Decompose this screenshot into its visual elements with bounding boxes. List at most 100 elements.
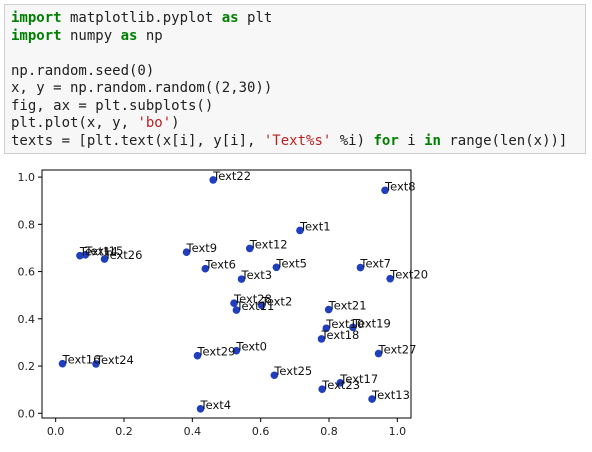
code-token: np.random.seed(0) <box>11 62 155 79</box>
point-label: Text6 <box>204 258 236 272</box>
data-point <box>237 275 246 283</box>
point-label: Text1 <box>299 219 331 233</box>
code-line: import numpy as np <box>11 28 579 46</box>
x-tick-label: 0.6 <box>252 425 270 438</box>
code-token: for <box>373 132 399 149</box>
point-label: Text21 <box>328 299 367 313</box>
point-label: Text19 <box>352 316 391 330</box>
code-cell[interactable]: import matplotlib.pyplot as plt import nu… <box>4 4 586 154</box>
data-point <box>386 274 394 283</box>
code-token: ) <box>171 115 180 131</box>
code-token: numpy <box>61 27 121 44</box>
point-label: Text16 <box>62 353 101 367</box>
plot-output: 0.0 0.2 0.4 0.6 0.8 1.0 0.0 0.2 0.4 0.6 0.8 1.0 Text… <box>0 160 592 448</box>
data-point <box>296 226 304 235</box>
data-point <box>381 186 389 195</box>
data-point <box>196 404 205 413</box>
data-point <box>232 346 241 355</box>
data-point <box>356 263 365 272</box>
point-label: Text14 <box>79 245 118 259</box>
code-token: plt <box>238 10 273 26</box>
data-point <box>257 301 266 310</box>
x-tick-label: 0.4 <box>184 425 202 438</box>
code-token: np <box>137 27 163 44</box>
y-tick-label: 0.8 <box>18 218 36 231</box>
point-label: Text18 <box>320 328 359 342</box>
point-label: Text20 <box>389 268 428 282</box>
data-point <box>336 379 345 387</box>
point-label: Text28 <box>233 292 272 306</box>
point-label: Text17 <box>339 372 378 386</box>
point-label: Text3 <box>241 268 273 282</box>
point-label: Text12 <box>249 237 288 251</box>
y-tick-label: 0.4 <box>18 313 36 326</box>
point-label: Text26 <box>104 248 143 262</box>
data-point <box>100 255 109 263</box>
code-token: as <box>120 27 138 44</box>
point-label: Text25 <box>273 364 312 378</box>
data-point <box>272 263 281 272</box>
code-token: matplotlib.pyplot <box>61 10 222 26</box>
code-token: plt.plot(x, y, <box>11 115 138 131</box>
code-token: texts = [plt.text(x[i], y[i], <box>11 132 264 149</box>
code-token: %i) <box>331 132 374 149</box>
y-tick-label: 0.6 <box>18 266 36 279</box>
point-label: Text7 <box>359 257 391 271</box>
plot-area <box>41 169 412 419</box>
code-token: range(len(x))] <box>440 132 568 149</box>
code-token: 'Text%s' <box>263 132 332 149</box>
point-label: Text22 <box>212 169 251 183</box>
code-token: 'bo' <box>137 115 172 131</box>
x-tick-label: 0.8 <box>320 425 338 438</box>
code-line <box>11 45 579 63</box>
point-label: Text10 <box>325 317 364 331</box>
point-label: Text9 <box>186 241 218 255</box>
data-point <box>201 264 210 273</box>
data-point <box>349 323 357 332</box>
code-line: fig, ax = plt.subplots() <box>11 98 579 116</box>
x-tick-label: 0.2 <box>115 425 133 438</box>
code-line: texts = [plt.text(x[i], y[i], 'Text%s' %… <box>11 133 579 151</box>
code-token: import <box>11 10 62 26</box>
data-point <box>374 349 383 358</box>
point-label: Text8 <box>384 179 416 193</box>
data-point <box>58 359 67 368</box>
point-label: Text13 <box>371 388 410 402</box>
data-point <box>245 244 254 253</box>
code-token: in <box>424 132 441 149</box>
data-point <box>193 351 202 360</box>
code-token: fig, ax = plt.subplots() <box>11 97 214 114</box>
code-token: as <box>221 10 239 26</box>
point-label: Text4 <box>200 398 232 412</box>
data-point <box>230 299 238 308</box>
data-point <box>232 306 241 314</box>
point-label: Text27 <box>378 343 417 357</box>
code-line: x, y = np.random.random((2,30)) <box>11 80 579 98</box>
point-label: Text15 <box>84 244 123 258</box>
x-tick-label: 1.0 <box>389 425 407 438</box>
scatter-chart: 0.0 0.2 0.4 0.6 0.8 1.0 0.0 0.2 0.4 0.6 0.8 1.0 Text… <box>18 169 429 438</box>
code-line: np.random.seed(0) <box>11 63 579 81</box>
y-tick-label: 1.0 <box>18 171 36 184</box>
y-tick-label: 0.2 <box>18 360 36 373</box>
data-point <box>324 305 333 314</box>
code-token: import <box>11 27 62 44</box>
data-point <box>318 385 326 393</box>
code-token: x, y = np.random.random((2,30)) <box>11 80 273 96</box>
code-line: plt.plot(x, y, 'bo') <box>11 115 579 133</box>
data-point <box>182 248 191 256</box>
data-point <box>317 335 326 343</box>
point-label: Text5 <box>275 256 307 270</box>
data-point <box>368 395 376 403</box>
data-point <box>81 250 90 259</box>
data-point <box>322 324 331 333</box>
data-point <box>270 371 279 380</box>
code-editor[interactable]: import matplotlib.pyplot as plt import nu… <box>5 5 585 155</box>
data-point <box>209 176 217 184</box>
code-token: i <box>398 132 425 149</box>
code-line: import matplotlib.pyplot as plt <box>11 10 579 28</box>
x-tick-label: 0.0 <box>47 425 65 438</box>
point-label: Text23 <box>321 378 360 392</box>
point-label: Text11 <box>235 299 274 313</box>
point-label: Text0 <box>235 340 267 354</box>
